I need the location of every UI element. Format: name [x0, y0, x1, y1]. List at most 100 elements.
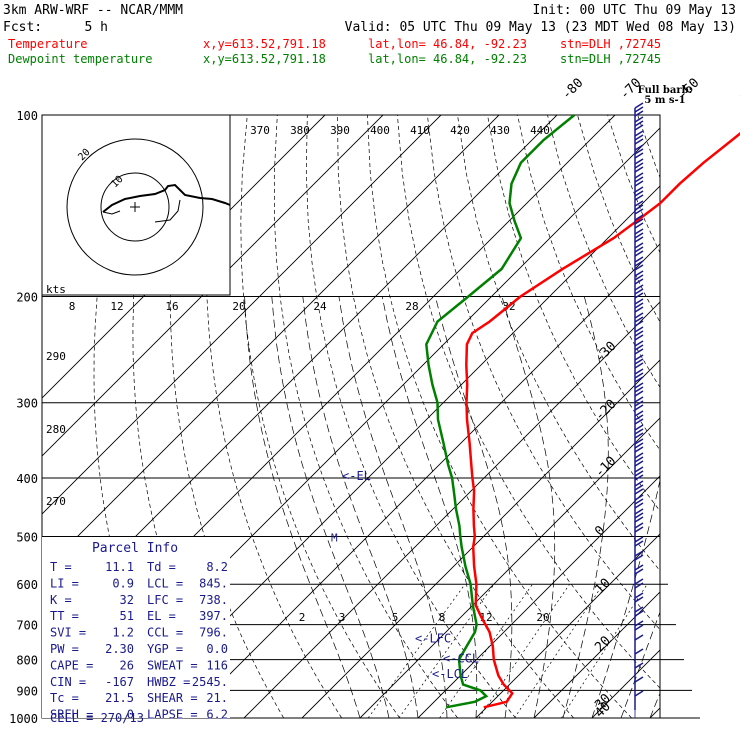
theta-label: 420 [450, 124, 470, 137]
wind-barb [634, 158, 644, 178]
level-marker: <-EL [342, 469, 371, 483]
wind-barb [634, 130, 644, 150]
wind-barb [634, 438, 644, 458]
theta-upper-labels: 370 380 390 400 410 420 430 440 [250, 124, 550, 137]
wind-barb [634, 676, 644, 696]
parcel-row-label: LI = [50, 576, 79, 590]
dew-legend-latlon: lat,lon= 46.84, -92.23 [368, 52, 527, 66]
wind-barb [634, 410, 644, 430]
isotherm-line [591, 649, 660, 718]
wind-barb [634, 494, 644, 514]
isotherm-line [417, 475, 660, 718]
parcel-row-label: K = [50, 593, 72, 607]
temperature-trace [465, 131, 740, 709]
dry-adiabat [457, 115, 660, 572]
mixing-ratio-line [561, 584, 648, 718]
hodograph-ring-label: 28 [405, 300, 418, 313]
wind-barb [634, 536, 644, 556]
dry-adiabat [487, 115, 660, 512]
hodograph-units: kts [46, 283, 66, 296]
parcel-row-value: 0 [127, 708, 134, 722]
isotherm-label: -70 [617, 76, 644, 103]
mixing-ratio-label: 8 [439, 611, 446, 624]
mixing-ratio-label: 2 [299, 611, 306, 624]
parcel-row-value: -167 [105, 675, 134, 689]
parcel-row-label: CCL = [147, 626, 183, 640]
dry-adiabat [273, 115, 458, 718]
hodograph-ring-label: 8 [69, 300, 76, 313]
temp-legend-label: Temperature [8, 37, 87, 51]
hodograph-ring-labels: 8 12 16 20 24 28 32 [69, 300, 516, 313]
theta-label: 380 [290, 124, 310, 137]
wind-barb [634, 340, 644, 360]
parcel-row-label: CIN = [50, 675, 86, 689]
parcel-level-markers: <-EL <-LFC <-CCL <-LCL M [331, 469, 479, 681]
parcel-row-label: TT = [50, 609, 79, 623]
init-time: Init: 00 UTC Thu 09 May 13 [533, 3, 737, 18]
wind-barb [634, 186, 644, 206]
parcel-cell: CELL = 270/13 [50, 711, 144, 725]
temp-legend-latlon: lat,lon= 46.84, -92.23 [368, 37, 527, 51]
parcel-row-label: EL = [147, 609, 176, 623]
level-marker: <-CCL [443, 651, 479, 665]
hodograph-inset: 20 10 [41, 114, 231, 296]
parcel-row-value: 26 [120, 658, 134, 672]
parcel-row-label: SHEAR = [147, 691, 198, 705]
barb-legend-line2: 5 m s-1 [644, 95, 685, 106]
wind-barb [634, 620, 644, 640]
isotherm-line [359, 417, 660, 718]
isotherm-line [649, 707, 660, 718]
dry-adiabat [205, 115, 342, 718]
parcel-row-value: 21. [206, 691, 228, 705]
parcel-row-value: 21.5 [105, 691, 134, 705]
isotherm-line [475, 533, 660, 718]
wind-barb [634, 662, 644, 682]
pressure-label: 900 [16, 684, 38, 698]
parcel-row-value: 11.1 [105, 560, 134, 574]
wind-barb [634, 578, 644, 598]
dry-adiabat [698, 115, 740, 718]
wind-barb [634, 368, 644, 388]
moist-adiabat [620, 611, 660, 718]
wind-barb [634, 452, 644, 472]
wind-barbs [634, 102, 644, 718]
moist-adiabat [244, 296, 361, 718]
parcel-row-value: 6.2 [206, 708, 228, 722]
dew-legend-label: Dewpoint temperature [8, 52, 153, 66]
isotherm-line [708, 115, 740, 718]
moist-adiabat [501, 296, 556, 718]
wind-barb [634, 634, 644, 654]
temp-legend-stn: stn=DLH ,72745 [560, 37, 661, 51]
pressure-label: 600 [16, 578, 38, 592]
theta-label: 390 [330, 124, 350, 137]
dry-adiabat [637, 115, 660, 179]
moist-adiabat [302, 296, 419, 718]
pressure-label: 200 [16, 291, 38, 305]
wind-barb [634, 606, 644, 626]
parcel-info-title: Parcel Info [92, 541, 178, 556]
moist-adiabat [338, 296, 448, 718]
parcel-row-label: LFC = [147, 593, 183, 607]
wind-barb [634, 256, 644, 276]
wind-barb [634, 466, 644, 486]
wind-barb [634, 228, 644, 248]
parcel-info-panel: Parcel Info T = 11.1 Td = 8.2 LI = 0.9 LCL = 84… [42, 537, 230, 725]
pressure-label: 500 [16, 530, 38, 544]
theta-label: 430 [490, 124, 510, 137]
mixing-ratio-label: 5 [392, 611, 399, 624]
theta-label: 400 [370, 124, 390, 137]
wind-barb [634, 326, 644, 346]
fcst-value: 5 h [85, 20, 108, 35]
wind-barb [634, 172, 644, 192]
plot-frame [41, 114, 661, 719]
mixing-ratio-label: 20 [536, 611, 549, 624]
dry-adiabat [305, 115, 516, 718]
theta-label: 410 [410, 124, 430, 137]
dew-legend-stn: stn=DLH ,72745 [560, 52, 661, 66]
wind-barb [634, 508, 644, 528]
wind-barb [634, 116, 644, 136]
model-title: 3km ARW-WRF -- NCAR/MMM [3, 3, 183, 18]
parcel-row-label: CAPE = [50, 658, 93, 672]
pressure-label: 800 [16, 654, 38, 668]
parcel-row-value: 0.0 [206, 642, 228, 656]
